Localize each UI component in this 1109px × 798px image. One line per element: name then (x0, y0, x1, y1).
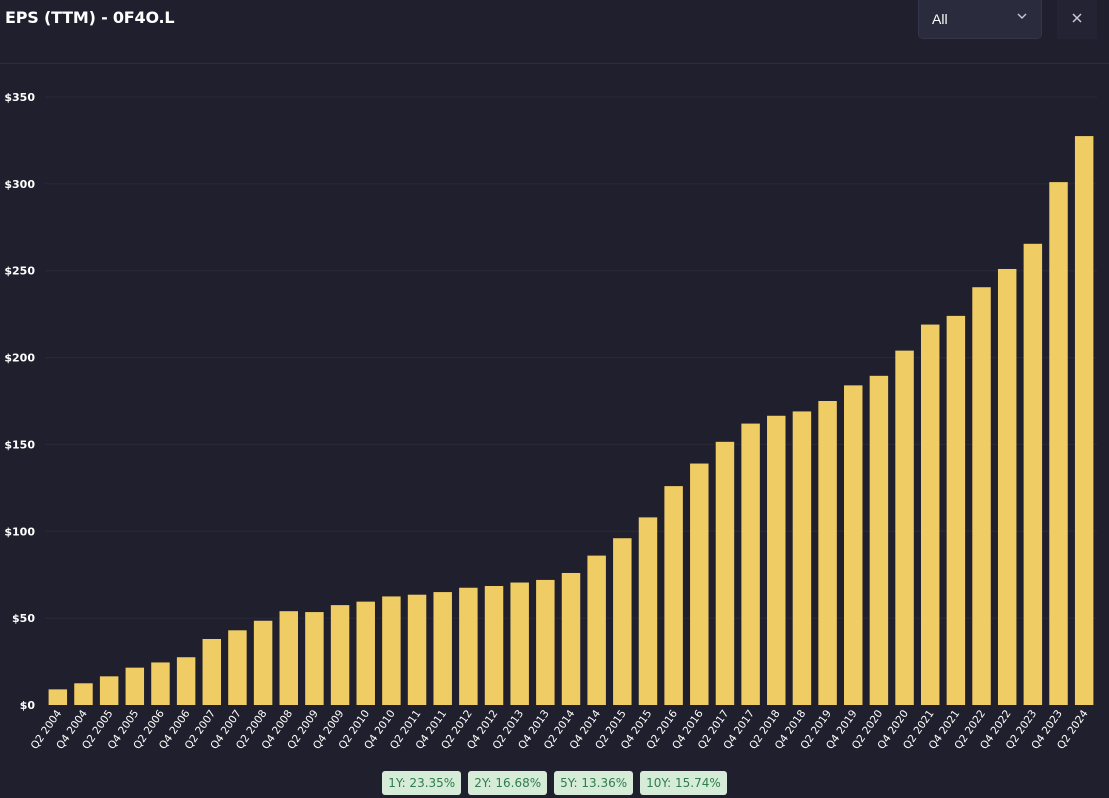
bar (330, 605, 350, 705)
bar (972, 287, 991, 705)
range-select[interactable]: All (918, 0, 1042, 39)
y-tick-label: $350 (4, 91, 35, 104)
bar (1023, 243, 1043, 705)
y-tick-label: $150 (4, 438, 35, 451)
bar (433, 592, 452, 705)
bar (690, 463, 709, 705)
y-tick-label: $300 (4, 178, 35, 191)
bar (74, 683, 93, 705)
close-button[interactable] (1057, 0, 1097, 39)
bar (920, 324, 940, 705)
y-tick-label: $0 (20, 699, 36, 712)
bar (356, 601, 375, 705)
chevron-down-icon (1015, 9, 1029, 23)
bar (664, 486, 683, 705)
bar (382, 596, 401, 705)
bar (459, 587, 478, 705)
bar (844, 385, 863, 705)
y-tick-label: $50 (12, 612, 35, 625)
bar (767, 415, 786, 705)
growth-badge-10y: 10Y: 15.74% (640, 771, 727, 795)
range-select-value: All (932, 11, 948, 27)
bar (1074, 136, 1094, 706)
growth-badge-1y: 1Y: 23.35% (382, 771, 462, 795)
bar (536, 579, 555, 705)
bar (997, 268, 1017, 705)
y-tick-label: $100 (4, 525, 35, 538)
growth-rates: 1Y: 23.35% 2Y: 16.68% 5Y: 13.36% 10Y: 15… (0, 771, 1109, 795)
bar (1049, 182, 1068, 705)
chart-title: EPS (TTM) - 0F4O.L (5, 8, 175, 27)
growth-badge-5y: 5Y: 13.36% (554, 771, 634, 795)
bar (510, 582, 529, 705)
growth-badge-2y: 2Y: 16.68% (468, 771, 548, 795)
bar (279, 611, 298, 705)
bar (99, 676, 119, 705)
bar (228, 630, 247, 705)
bar (715, 441, 735, 705)
bar (561, 572, 581, 705)
bar (407, 594, 427, 705)
bar (151, 662, 170, 705)
bar (125, 667, 145, 705)
bar (587, 555, 606, 705)
bar (792, 411, 812, 705)
bar (638, 517, 658, 705)
bar (305, 612, 324, 705)
bar (869, 375, 889, 705)
close-icon (1072, 13, 1082, 23)
bar (484, 586, 504, 705)
bar (613, 538, 632, 705)
bar (176, 657, 196, 705)
bar (818, 401, 837, 705)
bar (48, 689, 68, 705)
chart-header: EPS (TTM) - 0F4O.L All (0, 0, 1109, 64)
bar (895, 350, 914, 705)
y-tick-label: $200 (4, 352, 35, 365)
bar (202, 638, 222, 705)
y-tick-label: $250 (4, 265, 35, 278)
bar (946, 315, 966, 705)
bar (253, 620, 273, 705)
bar (741, 423, 760, 705)
